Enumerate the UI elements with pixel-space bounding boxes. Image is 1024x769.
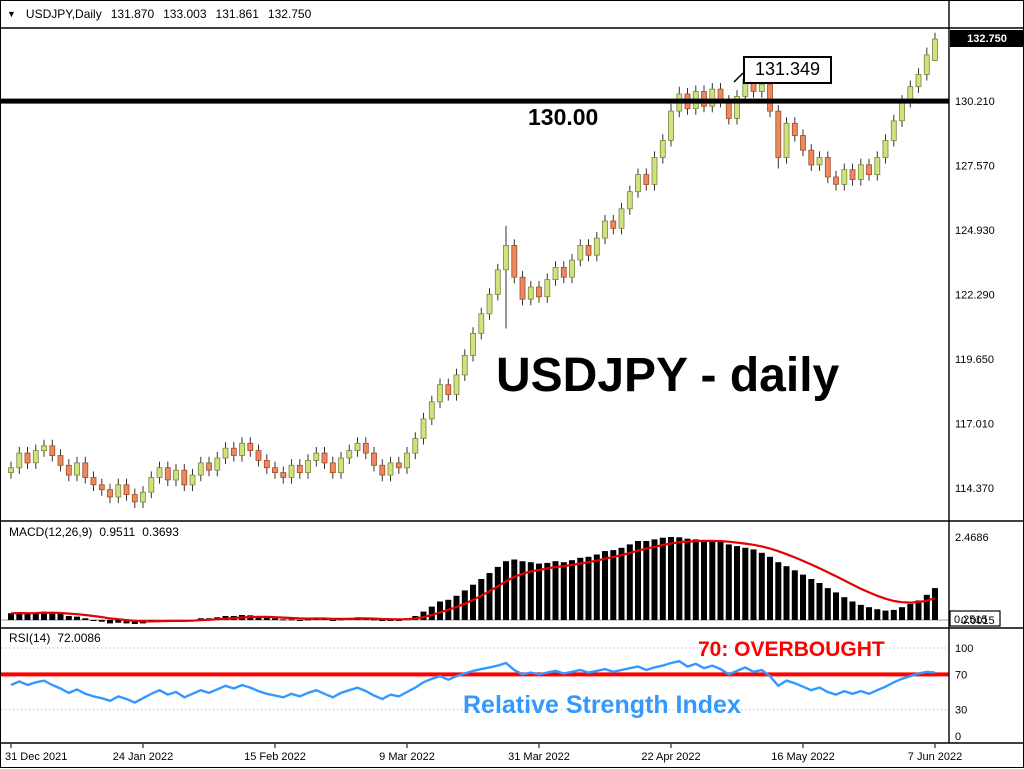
level-130-annotation: 130.00 xyxy=(528,104,599,130)
price-scale[interactable]: 130.210 127.570 124.930 122.290 119.650 117.0… xyxy=(949,96,1001,743)
current-price-tag: 132.750 xyxy=(950,30,1024,47)
svg-text:119.650: 119.650 xyxy=(955,354,994,366)
svg-text:124.930: 124.930 xyxy=(955,225,995,237)
svg-text:9 Mar 2022: 9 Mar 2022 xyxy=(379,751,435,763)
ohlc-low: 131.861 xyxy=(215,7,259,21)
rsi-title-annotation: Relative Strength Index xyxy=(463,691,741,719)
rsi-name: RSI(14) xyxy=(9,631,51,645)
macd-name: MACD(12,26,9) xyxy=(9,525,93,539)
svg-text:70: 70 xyxy=(955,669,967,681)
symbol-dropdown-icon[interactable]: ▼ xyxy=(7,9,16,19)
peak-price-callout[interactable]: 131.349 xyxy=(743,56,833,84)
svg-text:122.290: 122.290 xyxy=(955,290,995,302)
rsi-indicator-label: RSI(14) 72.0086 xyxy=(9,631,101,645)
svg-text:30: 30 xyxy=(955,705,967,717)
svg-text:16 May 2022: 16 May 2022 xyxy=(771,751,835,763)
ohlc-close: 132.750 xyxy=(267,7,312,21)
rsi-value: 72.0086 xyxy=(57,631,101,645)
svg-text:100: 100 xyxy=(955,643,973,655)
horizontal-level-line[interactable] xyxy=(1,98,949,104)
overbought-annotation: 70: OVERBOUGHT xyxy=(698,638,885,661)
svg-text:24 Jan 2022: 24 Jan 2022 xyxy=(113,751,174,763)
callout-line xyxy=(733,72,744,83)
svg-text:2.4686: 2.4686 xyxy=(955,532,989,544)
svg-text:127.570: 127.570 xyxy=(955,161,995,173)
candlestick-series xyxy=(8,32,938,509)
svg-text:0.0015: 0.0015 xyxy=(961,615,995,627)
symbol-info-bar: ▼ USDJPY,Daily 131.870 133.003 131.861 1… xyxy=(7,7,311,21)
time-scale[interactable]: 31 Dec 2021 24 Jan 2022 15 Feb 2022 9 Mar 2… xyxy=(5,744,962,763)
rsi-panel-graphics xyxy=(1,647,949,711)
macd-histogram xyxy=(1,537,949,624)
macd-signal-line xyxy=(10,539,936,623)
svg-text:114.370: 114.370 xyxy=(955,483,994,495)
svg-text:22 Apr 2022: 22 Apr 2022 xyxy=(641,751,700,763)
svg-text:0.2515: 0.2515 xyxy=(954,614,988,626)
svg-text:117.010: 117.010 xyxy=(955,419,994,431)
svg-text:130.210: 130.210 xyxy=(955,96,995,108)
rsi-line xyxy=(10,659,936,704)
chart-title-annotation: USDJPY - daily xyxy=(496,349,840,402)
macd-value: 0.9511 xyxy=(99,525,136,539)
symbol-period-label: USDJPY,Daily xyxy=(25,7,102,21)
macd-indicator-label: MACD(12,26,9) 0.9511 0.3693 xyxy=(9,525,179,539)
ohlc-high: 133.003 xyxy=(163,7,207,21)
svg-text:15 Feb 2022: 15 Feb 2022 xyxy=(244,751,306,763)
overbought-line[interactable] xyxy=(1,672,949,677)
pane-borders xyxy=(1,1,1024,744)
macd-signal-value: 0.3693 xyxy=(142,525,179,539)
svg-text:7 Jun 2022: 7 Jun 2022 xyxy=(908,751,962,763)
svg-text:31 Mar 2022: 31 Mar 2022 xyxy=(508,751,570,763)
ohlc-open: 131.870 xyxy=(110,7,155,21)
svg-text:31 Dec 2021: 31 Dec 2021 xyxy=(5,751,67,763)
svg-text:0: 0 xyxy=(955,731,961,743)
